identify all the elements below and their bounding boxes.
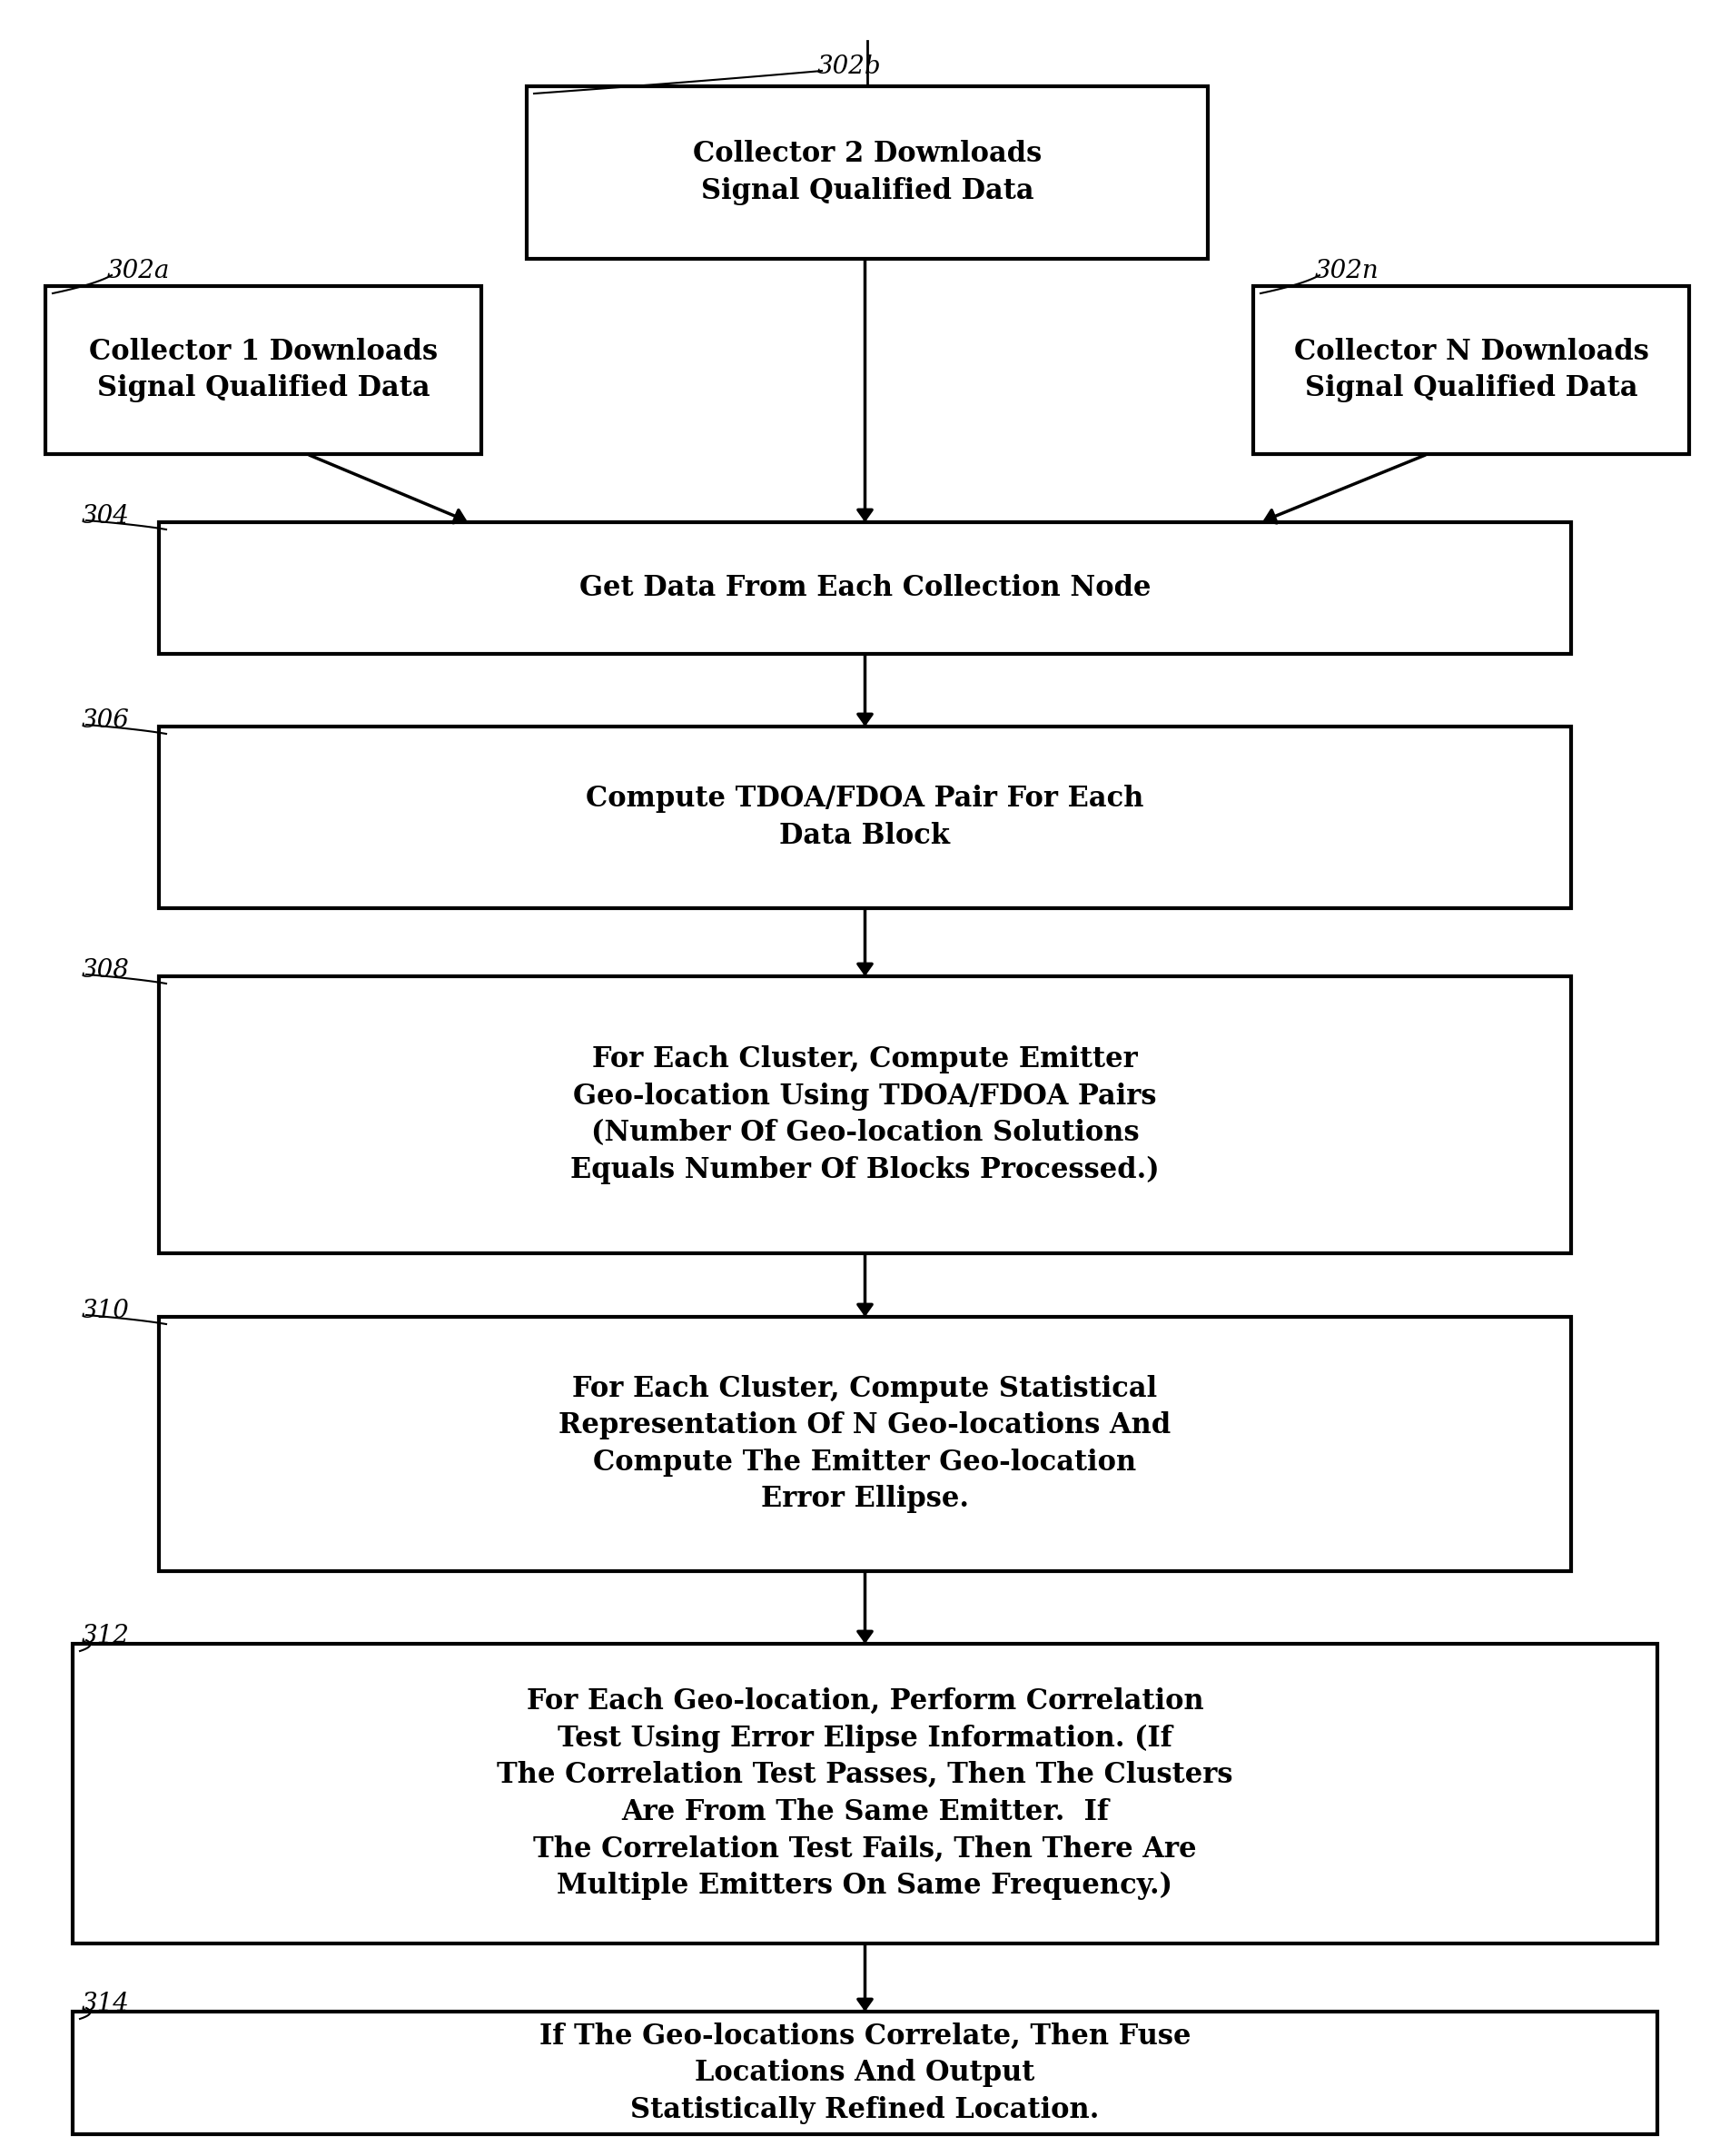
Text: 306: 306 — [81, 709, 130, 733]
Bar — [45, 287, 481, 455]
Text: 314: 314 — [81, 1992, 130, 2016]
Text: Get Data From Each Collection Node: Get Data From Each Collection Node — [580, 573, 1150, 602]
Text: 302a: 302a — [107, 259, 170, 282]
Bar — [159, 522, 1571, 653]
Text: 312: 312 — [81, 1623, 130, 1649]
Text: 302n: 302n — [1315, 259, 1379, 282]
Text: Collector 1 Downloads
Signal Qualified Data: Collector 1 Downloads Signal Qualified D… — [88, 338, 438, 403]
Text: If The Geo-locations Correlate, Then Fuse
Locations And Output
Statistically Ref: If The Geo-locations Correlate, Then Fus… — [540, 2022, 1190, 2124]
Bar — [159, 1317, 1571, 1572]
Text: 304: 304 — [81, 505, 130, 528]
Text: Collector 2 Downloads
Signal Qualified Data: Collector 2 Downloads Signal Qualified D… — [692, 140, 1041, 205]
Text: 308: 308 — [81, 957, 130, 983]
Text: For Each Geo-location, Perform Correlation
Test Using Error Elipse Information. : For Each Geo-location, Perform Correlati… — [497, 1688, 1232, 1899]
Bar — [159, 727, 1571, 908]
Bar — [1253, 287, 1688, 455]
Text: Collector N Downloads
Signal Qualified Data: Collector N Downloads Signal Qualified D… — [1292, 338, 1647, 403]
Bar — [73, 2012, 1657, 2134]
Text: For Each Cluster, Compute Statistical
Representation Of N Geo-locations And
Comp: For Each Cluster, Compute Statistical Re… — [559, 1376, 1171, 1514]
Bar — [159, 977, 1571, 1253]
Bar — [526, 86, 1208, 259]
Text: 310: 310 — [81, 1298, 130, 1324]
Text: Compute TDOA/FDOA Pair For Each
Data Block: Compute TDOA/FDOA Pair For Each Data Blo… — [586, 785, 1144, 849]
Text: For Each Cluster, Compute Emitter
Geo-location Using TDOA/FDOA Pairs
(Number Of : For Each Cluster, Compute Emitter Geo-lo… — [571, 1046, 1159, 1184]
Text: 302b: 302b — [817, 54, 881, 80]
Bar — [73, 1643, 1657, 1943]
